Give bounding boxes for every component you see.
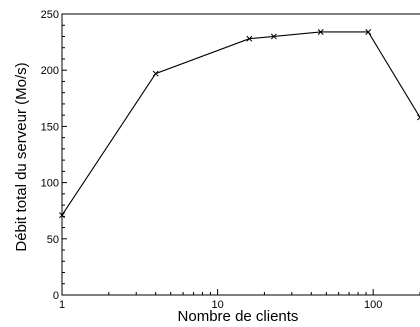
data-point-marker — [270, 33, 277, 40]
x-axis: 1 10 100 — [59, 289, 420, 311]
x-tick-label: 10 — [211, 299, 223, 311]
y-tick-label: 50 — [47, 234, 59, 246]
y-tick-label: 0 — [53, 290, 59, 302]
y-tick-label: 200 — [41, 65, 59, 77]
data-point-marker — [59, 212, 65, 219]
x-axis-label: Nombre de clients — [178, 308, 299, 325]
data-point-marker — [152, 70, 159, 77]
data-point-marker — [317, 29, 324, 35]
series-line — [61, 31, 420, 216]
y-axis: 0 50 100 150 200 250 — [41, 9, 67, 302]
y-tick-label: 250 — [41, 9, 59, 21]
y-tick-label: 150 — [41, 121, 59, 133]
plot-frame — [61, 13, 420, 296]
x-tick-label: 100 — [364, 299, 382, 311]
series-layer — [59, 29, 420, 219]
data-point-marker — [365, 29, 372, 35]
x-tick-label: 1 — [59, 299, 65, 311]
plot-area — [61, 13, 420, 296]
data-point-marker — [246, 35, 253, 42]
y-axis-label: Débit total du serveur (Mo/s) — [13, 62, 30, 251]
y-tick-label: 100 — [41, 178, 59, 190]
data-point-marker — [417, 114, 420, 121]
